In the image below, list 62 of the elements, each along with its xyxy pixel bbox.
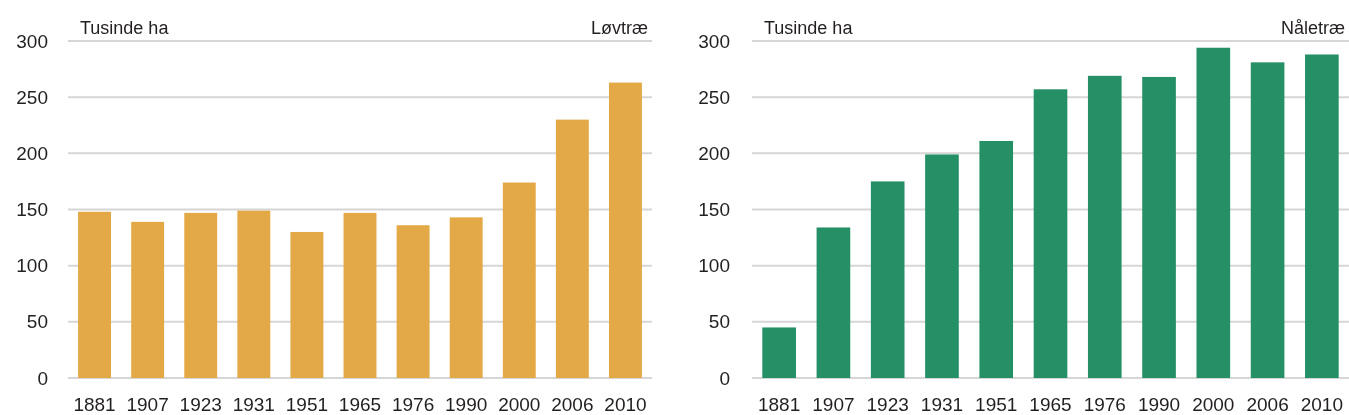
x-tick-label: 1976 bbox=[391, 394, 435, 415]
bar bbox=[555, 119, 589, 378]
bar bbox=[184, 212, 218, 378]
bar bbox=[290, 231, 324, 378]
x-tick-label: 2010 bbox=[604, 394, 647, 415]
y-tick-label: 50 bbox=[708, 311, 730, 333]
x-tick-label: 1881 bbox=[73, 394, 116, 415]
x-tick-label: 1951 bbox=[285, 394, 329, 415]
bar bbox=[1250, 62, 1285, 378]
x-tick-label: 1976 bbox=[1083, 394, 1126, 415]
bar bbox=[1305, 54, 1339, 378]
bar bbox=[502, 182, 536, 378]
bar bbox=[1033, 89, 1068, 378]
bar bbox=[343, 212, 377, 378]
bar bbox=[396, 225, 430, 378]
y-tick-label: 50 bbox=[26, 311, 48, 333]
bar bbox=[870, 181, 905, 378]
bar bbox=[131, 221, 165, 378]
y-tick-label: 150 bbox=[16, 199, 48, 221]
x-tick-label: 1965 bbox=[1029, 394, 1072, 415]
y-tick-label: 150 bbox=[698, 199, 730, 221]
y-tick-label: 300 bbox=[698, 30, 730, 52]
x-tick-label: 2006 bbox=[1246, 394, 1289, 415]
y-axis-title: Tusinde ha bbox=[764, 18, 854, 38]
bar bbox=[979, 140, 1014, 378]
x-tick-label: 1990 bbox=[445, 394, 488, 415]
x-tick-label: 1965 bbox=[338, 394, 382, 415]
y-tick-label: 100 bbox=[16, 255, 48, 277]
x-tick-label: 1931 bbox=[920, 394, 964, 415]
bar bbox=[1196, 47, 1231, 378]
bar bbox=[78, 211, 111, 378]
x-tick-label: 2000 bbox=[498, 394, 541, 415]
bar bbox=[762, 327, 796, 378]
y-tick-label: 100 bbox=[698, 255, 730, 277]
x-tick-label: 2006 bbox=[551, 394, 594, 415]
y-tick-label: 300 bbox=[16, 30, 48, 52]
bar bbox=[449, 217, 483, 378]
y-tick-label: 0 bbox=[37, 367, 48, 389]
chart-title: Løvtræ bbox=[590, 18, 648, 38]
y-tick-label: 250 bbox=[16, 86, 48, 108]
x-tick-label: 1881 bbox=[758, 394, 801, 415]
y-tick-label: 200 bbox=[16, 142, 48, 164]
x-tick-label: 1923 bbox=[179, 394, 222, 415]
x-tick-label: 1931 bbox=[232, 394, 275, 415]
bar bbox=[609, 82, 642, 378]
x-tick-label: 2000 bbox=[1192, 394, 1235, 415]
y-tick-label: 0 bbox=[719, 367, 730, 389]
bar bbox=[1142, 76, 1176, 378]
y-axis-title: Tusinde ha bbox=[80, 18, 170, 38]
y-tick-label: 200 bbox=[698, 142, 730, 164]
x-tick-label: 1907 bbox=[126, 394, 169, 415]
x-tick-label: 1907 bbox=[812, 394, 855, 415]
x-tick-label: 1951 bbox=[975, 394, 1018, 415]
chart-title: Nåletræ bbox=[1280, 18, 1345, 38]
x-tick-label: 2010 bbox=[1300, 394, 1343, 415]
x-tick-label: 1990 bbox=[1137, 394, 1181, 415]
y-tick-label: 250 bbox=[698, 86, 730, 108]
bar bbox=[925, 154, 959, 378]
bar bbox=[237, 210, 271, 378]
x-tick-label: 1923 bbox=[866, 394, 909, 415]
bar bbox=[1087, 75, 1122, 378]
bar bbox=[816, 227, 851, 378]
